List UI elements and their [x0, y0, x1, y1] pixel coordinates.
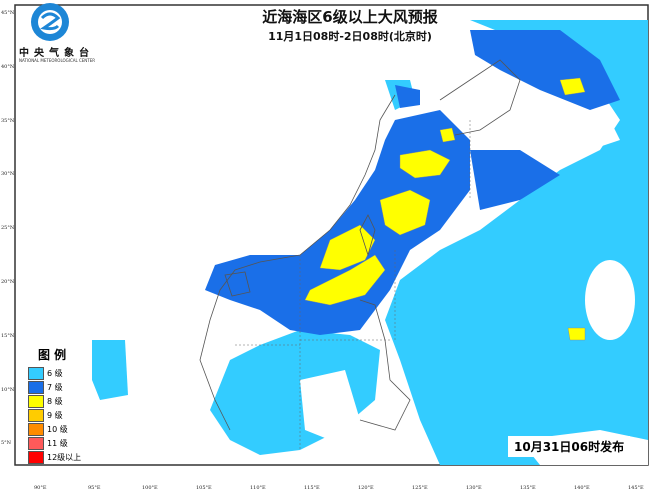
lon-label: 125°E — [412, 485, 428, 491]
organization-name-cn: 中央气象台 — [19, 48, 94, 59]
legend-label: 6 级 — [47, 368, 63, 378]
lat-label: 35°N — [1, 117, 15, 124]
lon-label: 105°E — [196, 485, 212, 491]
lon-label: 135°E — [520, 485, 536, 491]
map-subtitle: 11月1日08时-2日08时(北京时) — [268, 30, 432, 43]
legend-label: 7 级 — [47, 382, 63, 392]
lat-label: 25°N — [1, 225, 15, 232]
lat-label: 15°N — [1, 332, 15, 339]
legend-item: 12级以上 — [28, 450, 81, 464]
legend-label: 12级以上 — [47, 452, 82, 462]
organization-name-en: NATIONAL METEOROLOGICAL CENTER — [19, 58, 96, 63]
legend-label: 10 级 — [47, 424, 68, 434]
legend-label: 11 级 — [47, 438, 68, 448]
legend-swatch — [28, 436, 44, 450]
lat-label: 45°N — [1, 10, 15, 16]
lon-label: 90°E — [34, 485, 47, 491]
lon-label: 130°E — [466, 485, 482, 491]
legend-swatch — [28, 408, 44, 422]
legend-swatch — [28, 394, 44, 408]
legend-title: 图 例 — [38, 348, 67, 362]
legend-item: 9 级 — [28, 408, 81, 422]
lon-label: 100°E — [142, 485, 158, 491]
lat-label: 20°N — [1, 279, 15, 285]
coastline — [199, 59, 521, 431]
lon-label: 120°E — [358, 485, 374, 491]
legend-item: 7 级 — [28, 380, 81, 394]
legend-label: 8 级 — [47, 396, 63, 406]
lon-label: 140°E — [574, 485, 590, 491]
lat-label: 40°N — [1, 63, 15, 70]
lat-label: 5°N — [1, 440, 12, 447]
map-title: 近海海区6级以上大风预报 — [262, 8, 438, 26]
legend-swatch — [28, 380, 44, 394]
wind-area-level8 — [304, 77, 586, 341]
legend-item: 10 级 — [28, 422, 81, 436]
lon-label: 145°E — [628, 485, 644, 491]
legend-item: 6 级 — [28, 366, 81, 380]
lon-label: 110°E — [250, 485, 266, 491]
legend-swatch — [28, 366, 44, 380]
lon-label: 115°E — [304, 485, 320, 491]
legend-label: 9 级 — [47, 410, 63, 420]
lon-label: 95°E — [88, 485, 101, 491]
issue-time: 10月31日06时发布 — [508, 436, 631, 457]
lat-label: 30°N — [1, 171, 15, 178]
legend-item: 11 级 — [28, 436, 81, 450]
legend-swatch — [28, 450, 44, 464]
forecast-zone-lines — [235, 120, 471, 450]
legend-item: 8 级 — [28, 394, 81, 408]
logo — [31, 3, 69, 41]
lat-label: 10°N — [1, 386, 15, 393]
legend-swatch — [28, 422, 44, 436]
legend: 图 例 6 级 7 级 8 级 9 级 10 级 11 级 12级以上 — [28, 346, 81, 464]
